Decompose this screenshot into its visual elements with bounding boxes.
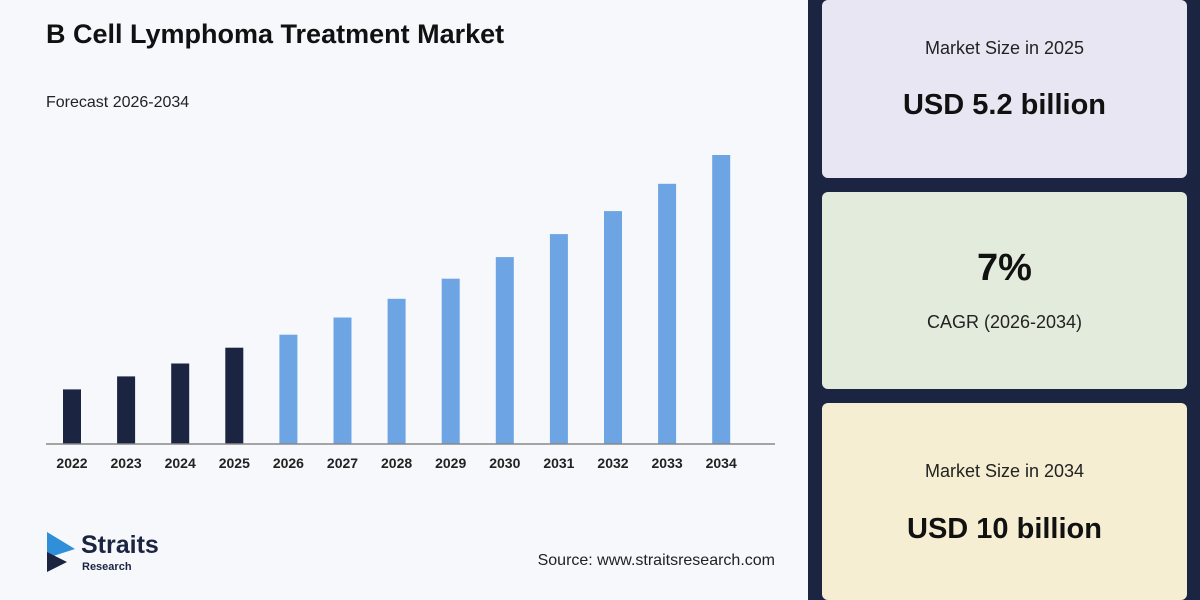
logo-subtext: Research xyxy=(82,561,132,573)
x-tick-label: 2032 xyxy=(597,455,628,471)
bar-2022 xyxy=(63,389,81,444)
logo-wordmark: Straits xyxy=(81,531,159,559)
x-tick-label: 2029 xyxy=(435,455,466,471)
x-tick-label: 2022 xyxy=(56,455,87,471)
bar-2024 xyxy=(171,363,190,444)
card-label: CAGR (2026-2034) xyxy=(926,312,1083,332)
bar-2030 xyxy=(495,257,514,444)
page-title: B Cell Lymphoma Treatment Market xyxy=(46,19,505,49)
bar-2023 xyxy=(117,376,136,444)
source-text: Source: www.straitsresearch.com xyxy=(537,552,775,569)
x-tick-label: 2031 xyxy=(543,455,574,471)
card-value: 7% xyxy=(977,247,1032,289)
bar-2031 xyxy=(549,234,568,444)
chart-subtitle: Forecast 2026-2034 xyxy=(46,94,190,111)
x-tick-label: 2030 xyxy=(489,455,520,471)
x-tick-label: 2027 xyxy=(327,455,358,471)
x-tick-label: 2023 xyxy=(111,455,142,471)
bar-2032 xyxy=(604,211,622,444)
card-label: Market Size in 2034 xyxy=(924,461,1085,481)
bar-2026 xyxy=(279,334,298,444)
bar-2025 xyxy=(225,347,244,444)
bar-2027 xyxy=(333,317,352,444)
bar-2034 xyxy=(712,155,731,444)
x-tick-label: 2024 xyxy=(165,455,196,471)
bar-2028 xyxy=(387,298,406,444)
cagr-card: 7% CAGR (2026-2034) xyxy=(822,192,1187,389)
straits-logo: Straits Research xyxy=(45,530,205,576)
bar-2029 xyxy=(441,278,460,444)
card-label: Market Size in 2025 xyxy=(924,38,1085,58)
bar-chart: 2022 2023 2024 2025 2026 2027 2028 2029 2030 2031… xyxy=(46,155,775,471)
market-size-2034-card: Market Size in 2034 USD 10 billion xyxy=(822,403,1187,600)
bar-2033 xyxy=(658,183,677,445)
x-tick-label: 2026 xyxy=(273,455,304,471)
x-tick-label: 2025 xyxy=(219,455,250,471)
card-value: USD 10 billion xyxy=(907,513,1102,545)
market-size-2025-card: Market Size in 2025 USD 5.2 billion xyxy=(822,0,1187,178)
x-tick-label: 2033 xyxy=(652,455,683,471)
chart-panel: B Cell Lymphoma Treatment Market Forecas… xyxy=(0,0,808,600)
x-tick-label: 2034 xyxy=(706,455,737,471)
card-value: USD 5.2 billion xyxy=(902,89,1107,121)
straits-arrow-icon xyxy=(47,532,75,572)
x-tick-label: 2028 xyxy=(381,455,412,471)
